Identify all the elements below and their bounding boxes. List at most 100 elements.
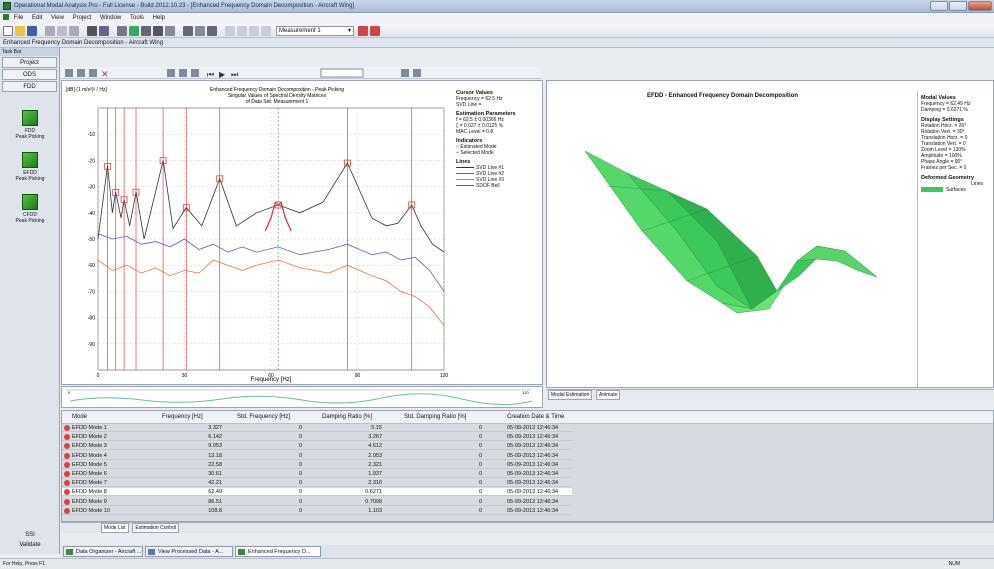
table-cell: EFDD Mode 8 [72,489,107,496]
col-std-frequency[interactable]: Std. Frequency [Hz] [237,414,291,420]
doc-tab-view-processed[interactable]: View Processed Data - A... [145,546,233,557]
table-row[interactable]: EFDD Mode 8 62.49 0 0.6271 0 05-09-2013 12:46… [62,488,572,497]
doc-tab-efdd[interactable]: Enhanced Frequency D... [235,546,321,557]
tool-d-icon[interactable] [153,26,163,36]
surface-swatch [921,187,943,193]
tool-label: EFDD [23,170,37,176]
measurement-select[interactable]: Measurement 1 ▾ [276,26,354,36]
x-tick-label: 30 [182,373,188,379]
close-button[interactable] [968,1,992,11]
tab-modal-estimation[interactable]: Modal Estimation [548,390,593,400]
layout-b-icon[interactable] [195,26,205,36]
table-cell: 108.8 [208,507,222,514]
tool-a-icon[interactable] [117,26,127,36]
table-cell: 0 [298,452,302,459]
fdd-peak-picking-tool[interactable]: FDD Peak Picking [0,110,60,140]
down-arrow-icon[interactable] [370,26,380,36]
tool-g-icon[interactable] [237,26,247,36]
menu-help[interactable]: Help [152,15,166,21]
y-tick-label: -10 [88,132,95,138]
col-mode[interactable]: Mode [72,414,88,420]
new-icon[interactable] [3,26,13,36]
table-row[interactable]: EFDD Mode 1 3.327 0 5.15 0 05-09-2013 12:46:3… [62,424,572,432]
save-icon[interactable] [27,26,37,36]
tool-h-icon[interactable] [249,26,259,36]
up-arrow-icon[interactable] [358,26,368,36]
tool-b-icon[interactable] [129,26,139,36]
tool-i-icon[interactable] [261,26,271,36]
paste-icon[interactable] [69,26,79,36]
tool-e-icon[interactable] [165,26,175,36]
col-frequency[interactable]: Frequency [Hz] [162,414,203,420]
table-cell: 05-09-2013 12:46:34 [507,452,559,459]
legend-swatch [456,185,474,187]
table-cell: 5.15 [371,425,382,431]
cut-icon[interactable] [45,26,55,36]
next-icon: ⏭ [231,70,238,79]
doc-tab-data-organizer[interactable]: Data Organizer - Aircraft ... [63,546,143,557]
table-row[interactable]: EFDD Mode 2 6.142 0 3.267 0 05-09-2013 12:46:… [62,433,572,442]
overview-curve [69,393,533,406]
task-tab-validate[interactable]: Validate [19,542,41,548]
indicator-estimated: □ Estimated Mode [456,144,540,150]
table-row[interactable]: EFDD Mode 3 9.053 0 4.612 0 05-09-2013 12:46:… [62,442,572,451]
efdd-peak-picking-tool[interactable]: EFDD Peak Picking [0,152,60,182]
chart-toolbar: ✕ ⏮ ▶ ⏭ [61,67,541,80]
tool-f-icon[interactable] [225,26,235,36]
menu-tools[interactable]: Tools [129,15,144,21]
menu-project[interactable]: Project [72,15,92,21]
table-row[interactable]: EFDD Mode 4 13.18 0 2.053 0 05-09-2013 12:46:… [62,451,572,460]
cursor-svd-line: SVD Line = [456,102,482,108]
doc-tab-label: Enhanced Frequency D... [248,549,311,555]
table-cell: 42.21 [208,480,222,487]
cfdd-peak-picking-tool[interactable]: CFDD Peak Picking [0,194,60,224]
series-line-svd-line-3 [97,259,445,326]
maximize-button[interactable] [949,1,967,11]
svd-chart[interactable]: [dB] (1 m/s²)² / Hz] Enhanced Frequency … [62,81,452,384]
table-row[interactable]: EFDD Mode 9 86.51 0 0.7008 0 05-09-2013 12:46… [62,497,572,506]
open-icon[interactable] [15,26,25,36]
window-title: Operational Modal Analysis Pro - Full Li… [14,3,355,9]
tab-mode-list[interactable]: Mode List [101,523,129,533]
table-row[interactable]: EFDD Mode 10 108.8 0 1.103 0 05-09-2013 12:46… [62,506,572,515]
minimize-button[interactable] [930,1,948,11]
zoom-level: Zoom Level = 130% [921,147,966,153]
tab-animate[interactable]: Animate [596,390,621,400]
menu-file[interactable]: File [13,15,24,21]
task-tab-ssi[interactable]: SSI [25,532,35,538]
table-row[interactable]: EFDD Mode 7 42.21 0 2.316 0 05-09-2013 12:46:… [62,479,572,488]
mode-table: Mode Frequency [Hz] Std. Frequency [Hz] … [61,410,994,522]
rotation-horz: Rotation Horz. = 26° [921,123,967,129]
mode-icon [64,507,70,514]
tool-sub-label: Peak Picking [15,218,45,224]
table-row[interactable]: EFDD Mode 5 22.58 0 2.321 0 05-09-2013 12:46:… [62,460,572,469]
menu-edit[interactable]: Edit [32,15,43,21]
efdd-title: EFDD - Enhanced Frequency Domain Decompo… [647,93,799,99]
layout-c-icon[interactable] [207,26,217,36]
deformed-wing-view[interactable] [547,81,917,381]
menu-window[interactable]: Window [99,15,122,21]
task-tab-project[interactable]: Project [2,57,57,68]
x-tick-label: 90 [355,373,361,379]
table-cell: 05-09-2013 12:46:34 [507,461,559,468]
col-std-damping[interactable]: Std. Damping Ratio [%] [404,414,467,420]
table-row[interactable]: EFDD Mode 6 30.61 0 1.937 0 05-09-2013 12:46:… [62,470,572,478]
y-tick-label: -60 [88,263,95,269]
frequency-overview-strip[interactable]: 0 120 [61,386,543,408]
col-damping[interactable]: Damping Ratio [%] [322,414,373,420]
cursor-frequency: Frequency = 62.5 Hz [456,96,503,102]
copy-icon[interactable] [57,26,67,36]
task-tab-ods[interactable]: ODS [2,69,57,80]
layout-a-icon[interactable] [183,26,193,36]
efdd-3d-panel[interactable]: EFDD - Enhanced Frequency Domain Decompo… [546,80,994,388]
tab-estimation-control[interactable]: Estimation Control [132,523,180,533]
print-icon[interactable] [87,26,97,36]
menu-view[interactable]: View [51,15,64,21]
task-tab-fdd[interactable]: FDD [2,81,57,92]
help-icon[interactable] [99,26,109,36]
breadcrumb: Enhanced Frequency Domain Decomposition … [0,38,994,48]
table-cell: 0.6271 [365,489,382,496]
estimated-mode-marker [216,175,224,183]
tool-c-icon[interactable] [141,26,151,36]
col-created[interactable]: Creation Date & Time [507,414,565,420]
